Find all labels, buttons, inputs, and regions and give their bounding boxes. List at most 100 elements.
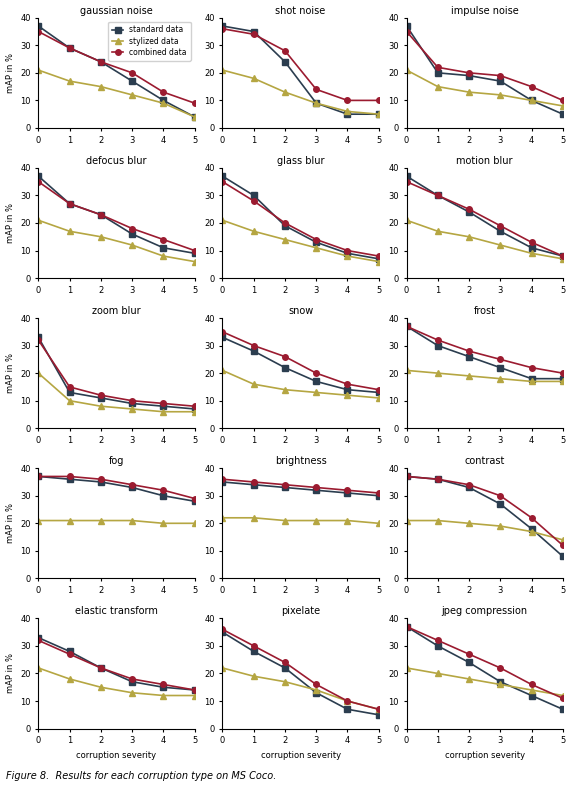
stylized data — [98, 402, 104, 411]
standard data — [35, 21, 42, 31]
combined data — [528, 363, 535, 372]
Line: standard data: standard data — [220, 630, 381, 717]
standard data — [160, 682, 167, 692]
combined data — [560, 95, 566, 105]
standard data — [560, 252, 566, 261]
standard data — [35, 472, 42, 481]
Title: frost: frost — [474, 306, 496, 316]
standard data — [191, 112, 198, 122]
stylized data — [128, 404, 135, 413]
stylized data — [497, 90, 504, 99]
stylized data — [219, 65, 226, 75]
stylized data — [375, 110, 382, 119]
combined data — [35, 472, 42, 481]
Line: combined data: combined data — [404, 473, 566, 548]
stylized data — [250, 226, 257, 236]
Y-axis label: mAP in %: mAP in % — [6, 353, 14, 393]
combined data — [465, 480, 472, 489]
stylized data — [465, 371, 472, 380]
combined data — [528, 237, 535, 247]
standard data — [160, 243, 167, 252]
standard data — [375, 254, 382, 264]
stylized data — [191, 407, 198, 417]
Y-axis label: mAP in %: mAP in % — [6, 653, 14, 694]
combined data — [465, 649, 472, 659]
Line: standard data: standard data — [35, 23, 198, 120]
stylized data — [35, 516, 42, 525]
combined data — [250, 641, 257, 651]
stylized data — [465, 675, 472, 684]
combined data — [219, 327, 226, 337]
stylized data — [313, 516, 320, 525]
combined data — [66, 43, 73, 53]
standard data — [560, 374, 566, 383]
stylized data — [403, 215, 410, 225]
Title: glass blur: glass blur — [277, 155, 324, 166]
combined data — [219, 474, 226, 484]
standard data — [560, 705, 566, 714]
standard data — [497, 226, 504, 236]
standard data — [219, 333, 226, 342]
combined data — [35, 177, 42, 186]
standard data — [219, 477, 226, 487]
standard data — [465, 658, 472, 667]
Line: combined data: combined data — [35, 638, 198, 693]
standard data — [191, 686, 198, 695]
stylized data — [560, 691, 566, 701]
standard data — [35, 333, 42, 342]
combined data — [528, 680, 535, 690]
stylized data — [497, 680, 504, 690]
Line: combined data: combined data — [404, 624, 566, 701]
stylized data — [465, 518, 472, 528]
standard data — [66, 647, 73, 656]
standard data — [313, 688, 320, 697]
Line: standard data: standard data — [404, 323, 566, 381]
combined data — [98, 57, 104, 66]
standard data — [344, 385, 351, 394]
stylized data — [128, 241, 135, 250]
combined data — [128, 68, 135, 77]
standard data — [282, 664, 288, 673]
stylized data — [528, 686, 535, 695]
standard data — [66, 199, 73, 208]
combined data — [35, 636, 42, 645]
standard data — [313, 376, 320, 386]
combined data — [313, 84, 320, 94]
Legend: standard data, stylized data, combined data: standard data, stylized data, combined d… — [108, 21, 191, 61]
combined data — [375, 705, 382, 714]
stylized data — [250, 671, 257, 681]
Line: standard data: standard data — [220, 174, 381, 262]
stylized data — [435, 516, 441, 525]
stylized data — [160, 252, 167, 261]
standard data — [344, 249, 351, 258]
stylized data — [160, 407, 167, 417]
combined data — [435, 474, 441, 484]
combined data — [375, 385, 382, 394]
combined data — [282, 46, 288, 55]
standard data — [435, 191, 441, 200]
combined data — [35, 335, 42, 345]
combined data — [282, 219, 288, 228]
standard data — [282, 221, 288, 230]
standard data — [128, 230, 135, 239]
standard data — [497, 677, 504, 686]
combined data — [497, 491, 504, 500]
standard data — [250, 191, 257, 200]
Title: defocus blur: defocus blur — [86, 155, 147, 166]
standard data — [435, 341, 441, 350]
standard data — [219, 627, 226, 637]
combined data — [528, 513, 535, 522]
combined data — [528, 82, 535, 92]
standard data — [528, 95, 535, 105]
Text: Figure 8.  Results for each corruption type on MS Coco.: Figure 8. Results for each corruption ty… — [6, 771, 276, 781]
stylized data — [375, 705, 382, 714]
standard data — [528, 691, 535, 701]
standard data — [528, 524, 535, 533]
combined data — [435, 191, 441, 200]
combined data — [313, 368, 320, 378]
stylized data — [435, 226, 441, 236]
combined data — [35, 27, 42, 36]
combined data — [160, 235, 167, 245]
stylized data — [560, 101, 566, 110]
Line: stylized data: stylized data — [220, 368, 381, 401]
